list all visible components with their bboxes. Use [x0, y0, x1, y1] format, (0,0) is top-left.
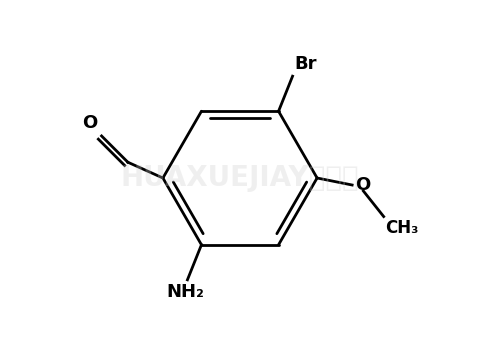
Text: HUAXUEJIAY化学加: HUAXUEJIAY化学加 — [120, 164, 360, 192]
Text: O: O — [82, 114, 97, 132]
Text: CH₃: CH₃ — [385, 219, 419, 237]
Text: O: O — [355, 176, 370, 194]
Text: NH₂: NH₂ — [167, 283, 204, 301]
Text: Br: Br — [294, 56, 317, 73]
